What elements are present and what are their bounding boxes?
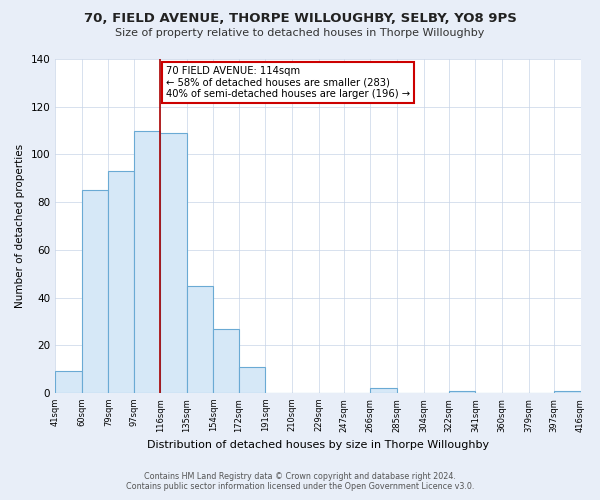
Bar [109, 171, 134, 393]
Bar [55, 372, 82, 393]
Bar [239, 366, 265, 393]
Bar [214, 328, 239, 393]
Bar [449, 390, 475, 393]
Y-axis label: Number of detached properties: Number of detached properties [15, 144, 25, 308]
Text: 70 FIELD AVENUE: 114sqm
← 58% of detached houses are smaller (283)
40% of semi-d: 70 FIELD AVENUE: 114sqm ← 58% of detache… [166, 66, 410, 100]
Bar [370, 388, 397, 393]
Text: Size of property relative to detached houses in Thorpe Willoughby: Size of property relative to detached ho… [115, 28, 485, 38]
Text: 70, FIELD AVENUE, THORPE WILLOUGHBY, SELBY, YO8 9PS: 70, FIELD AVENUE, THORPE WILLOUGHBY, SEL… [83, 12, 517, 26]
Bar [554, 390, 581, 393]
Bar [160, 133, 187, 393]
Bar [134, 130, 160, 393]
X-axis label: Distribution of detached houses by size in Thorpe Willoughby: Distribution of detached houses by size … [147, 440, 489, 450]
Bar [187, 286, 214, 393]
Text: Contains HM Land Registry data © Crown copyright and database right 2024.
Contai: Contains HM Land Registry data © Crown c… [126, 472, 474, 491]
Bar [82, 190, 109, 393]
